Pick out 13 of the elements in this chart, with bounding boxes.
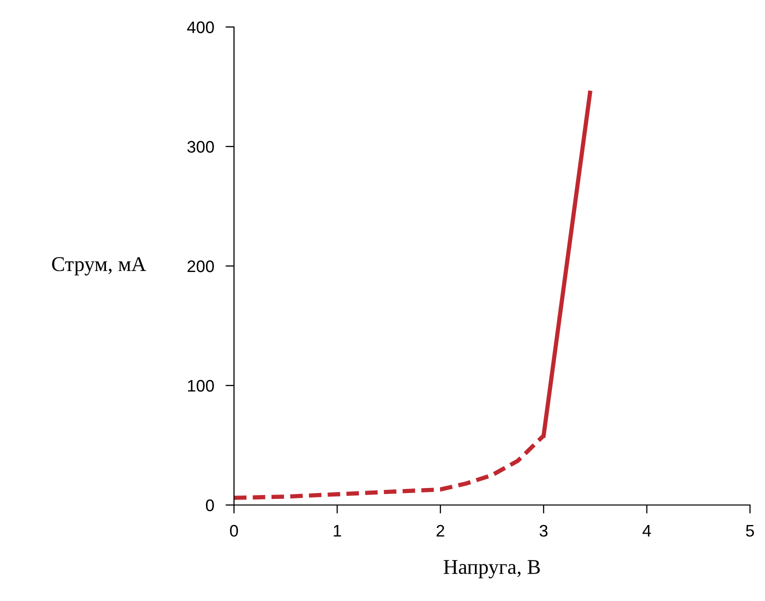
y-tick-label: 200	[188, 260, 214, 272]
x-tick-label: 0	[230, 524, 238, 537]
x-tick-label: 4	[642, 525, 651, 537]
y-tick-label: 100	[188, 380, 214, 392]
x-tick-label: 5	[746, 525, 754, 537]
y-tick-label: 300	[187, 140, 214, 153]
x-tick-label: 1	[334, 525, 342, 537]
y-tick-label: 0	[206, 499, 214, 512]
x-axis-title: Напруга, В	[444, 560, 540, 578]
x-tick-label: 2	[436, 524, 444, 537]
y-tick-label: 400	[187, 21, 214, 34]
x-tick-label: 3	[540, 524, 548, 537]
y-axis-title: Струм, мА	[52, 257, 146, 276]
